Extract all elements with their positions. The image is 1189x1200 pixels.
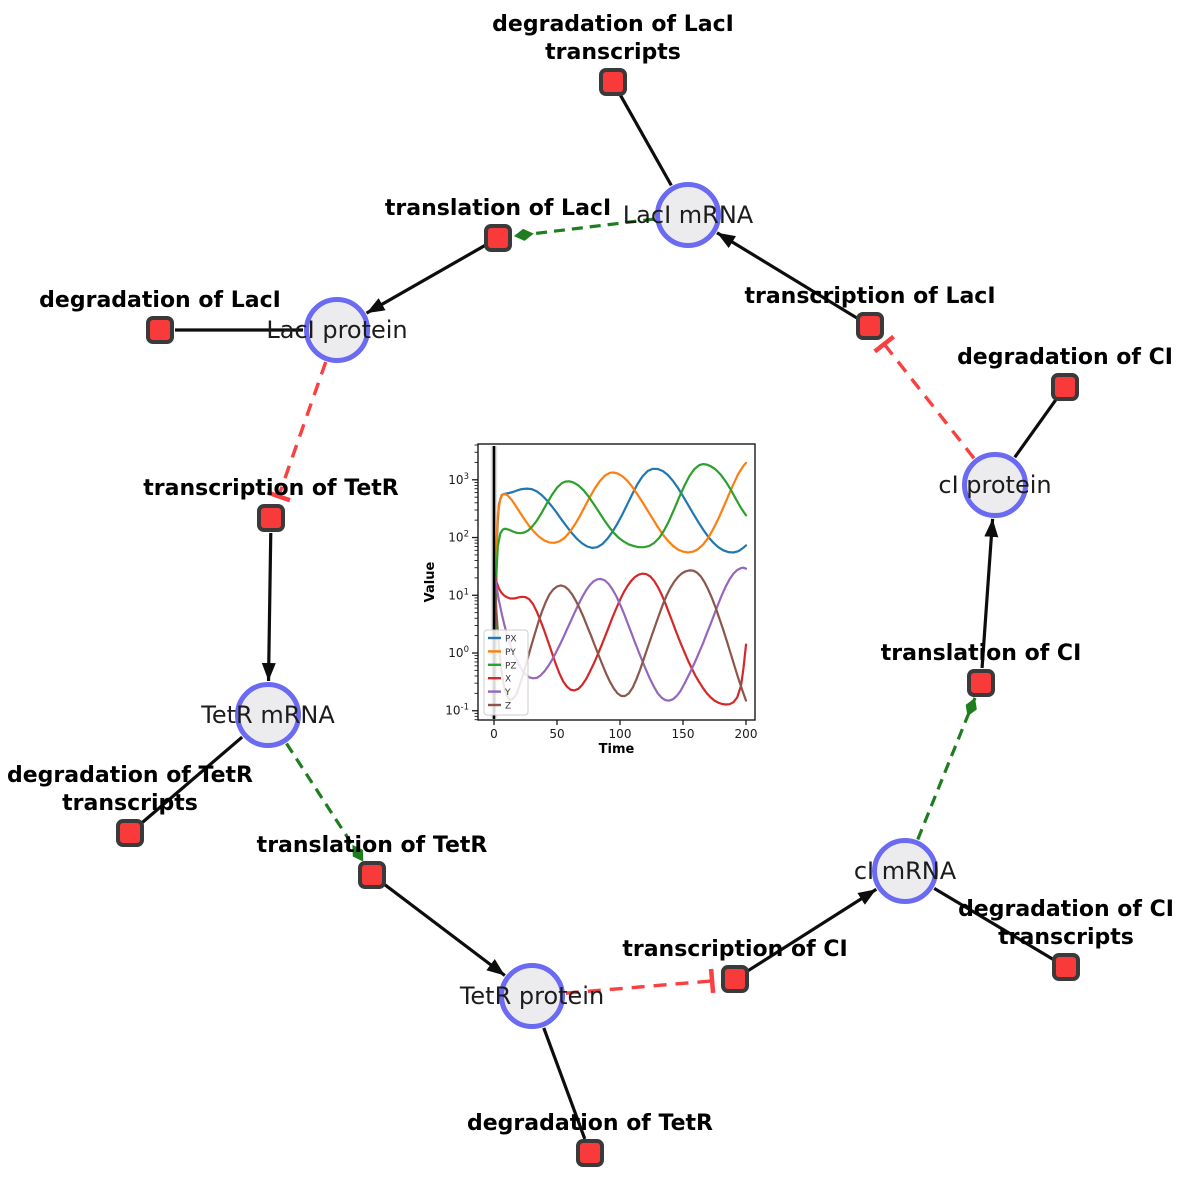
species-label-laci_mrna: LacI mRNA: [622, 201, 754, 229]
y-tick-label: 101: [448, 587, 469, 602]
edge-laci_mrna-transl_laci: [513, 217, 655, 241]
species-node-ci_protein[interactable]: [962, 452, 1028, 518]
legend-entry-X: X: [505, 675, 511, 685]
chart-curve-Y: [492, 566, 748, 702]
reaction-label-transl_laci: translation of LacI: [384, 196, 612, 221]
chart-curve-PZ: [493, 463, 748, 712]
edge-ci_protein-tx_laci: [873, 334, 976, 460]
edge-laci_mrna-deg_laci_tx: [618, 94, 673, 187]
reaction-node-tx_ci[interactable]: [721, 965, 749, 993]
legend-entry-Z: Z: [505, 702, 511, 712]
x-tick-label: 0: [490, 727, 498, 741]
species-label-ci_mrna: cI mRNA: [853, 857, 957, 885]
edge-ci_mrna-transl_ci: [916, 697, 977, 841]
reaction-node-transl_laci[interactable]: [484, 224, 512, 252]
y-tick-label: 103: [448, 472, 469, 487]
reaction-node-tx_laci[interactable]: [856, 312, 884, 340]
reaction-label-deg_laci: degradation of LacI: [39, 288, 281, 313]
species-label-tetr_mrna: TetR mRNA: [201, 701, 335, 729]
legend-entry-Y: Y: [504, 688, 511, 698]
edge-ci_mrna-deg_ci_tx: [933, 887, 1054, 961]
species-label-ci_protein: cI protein: [938, 471, 1052, 499]
chart-curve-PX: [493, 467, 748, 712]
reaction-label-transl_ci: translation of CI: [880, 641, 1082, 666]
edge-tx_laci-laci_mrna: [716, 231, 859, 320]
legend-entry-PY: PY: [505, 648, 516, 658]
reaction-label-tx_tetr: transcription of TetR: [143, 476, 399, 501]
species-node-ci_mrna[interactable]: [872, 838, 938, 904]
species-label-laci_protein: LacI protein: [266, 316, 408, 344]
reaction-node-deg_tetr_tx[interactable]: [116, 819, 144, 847]
species-node-laci_mrna[interactable]: [655, 182, 721, 248]
species-label-tetr_protein: TetR protein: [459, 982, 605, 1010]
x-tick-label: 150: [672, 727, 695, 741]
inset-chart: 0 50 100 150 200 Time 10-1 100 101 102 103 Value PX P…: [420, 432, 770, 768]
edge-laci_protein-tx_tetr: [266, 361, 328, 503]
x-tick-label: 100: [609, 727, 632, 741]
reaction-label-deg_tetr: degradation of TetR: [466, 1111, 714, 1136]
timeseries-plot: 0 50 100 150 200Time10-1100101102103ValuePXP…: [420, 432, 770, 768]
edge-transl_ci-ci_protein: [980, 518, 999, 669]
species-node-laci_protein[interactable]: [304, 297, 370, 363]
edge-tetr_protein-tx_ci: [565, 968, 716, 995]
reaction-label-transl_tetr: translation of TetR: [256, 833, 488, 858]
reaction-label-tx_laci: transcription of LacI: [744, 284, 996, 309]
x-tick-label: 50: [549, 727, 564, 741]
edge-tetr_mrna-deg_tetr_tx: [140, 735, 244, 825]
reaction-node-deg_ci[interactable]: [1051, 373, 1079, 401]
reaction-node-deg_laci_tx[interactable]: [599, 68, 627, 96]
reaction-label-deg_tetr_tx: degradation of TetR transcripts: [6, 763, 254, 816]
reaction-label-deg_laci_tx: degradation of LacI transcripts: [492, 12, 734, 65]
reaction-node-transl_ci[interactable]: [967, 669, 995, 697]
species-node-tetr_protein[interactable]: [499, 963, 565, 1029]
edge-tx_tetr-tetr_mrna: [261, 532, 276, 682]
reaction-label-tx_ci: transcription of CI: [622, 937, 848, 962]
y-tick-label: 10-1: [445, 703, 469, 718]
reaction-label-deg_ci: degradation of CI: [957, 345, 1173, 370]
reaction-node-deg_ci_tx[interactable]: [1052, 953, 1080, 981]
edge-ci_protein-deg_ci: [1013, 398, 1058, 459]
y-tick-label: 102: [448, 530, 469, 545]
chart-curve-X: [492, 571, 748, 706]
legend-entry-PZ: PZ: [505, 661, 517, 671]
reaction-node-tx_tetr[interactable]: [257, 504, 285, 532]
reaction-node-transl_tetr[interactable]: [358, 861, 386, 889]
edge-tetr_mrna-transl_tetr: [285, 742, 365, 863]
chart-curve-PY: [493, 461, 748, 712]
edge-tetr_protein-deg_tetr: [542, 1027, 587, 1140]
edge-transl_laci-laci_protein: [365, 244, 486, 315]
edge-tx_ci-ci_mrna: [746, 887, 878, 973]
x-tick-label: 200: [735, 727, 758, 741]
edge-transl_tetr-tetr_protein: [382, 882, 506, 977]
legend-entry-PX: PX: [505, 635, 517, 645]
y-tick-label: 100: [448, 645, 469, 660]
chart-legend: PX PY PZ XYZ: [483, 629, 529, 716]
reaction-label-deg_ci_tx: degradation of CI transcripts: [958, 897, 1174, 950]
x-axis-label: Time: [599, 742, 635, 757]
y-axis-label: Value: [423, 561, 438, 602]
species-node-tetr_mrna[interactable]: [235, 682, 301, 748]
reaction-node-deg_laci[interactable]: [146, 316, 174, 344]
reaction-node-deg_tetr[interactable]: [576, 1139, 604, 1167]
